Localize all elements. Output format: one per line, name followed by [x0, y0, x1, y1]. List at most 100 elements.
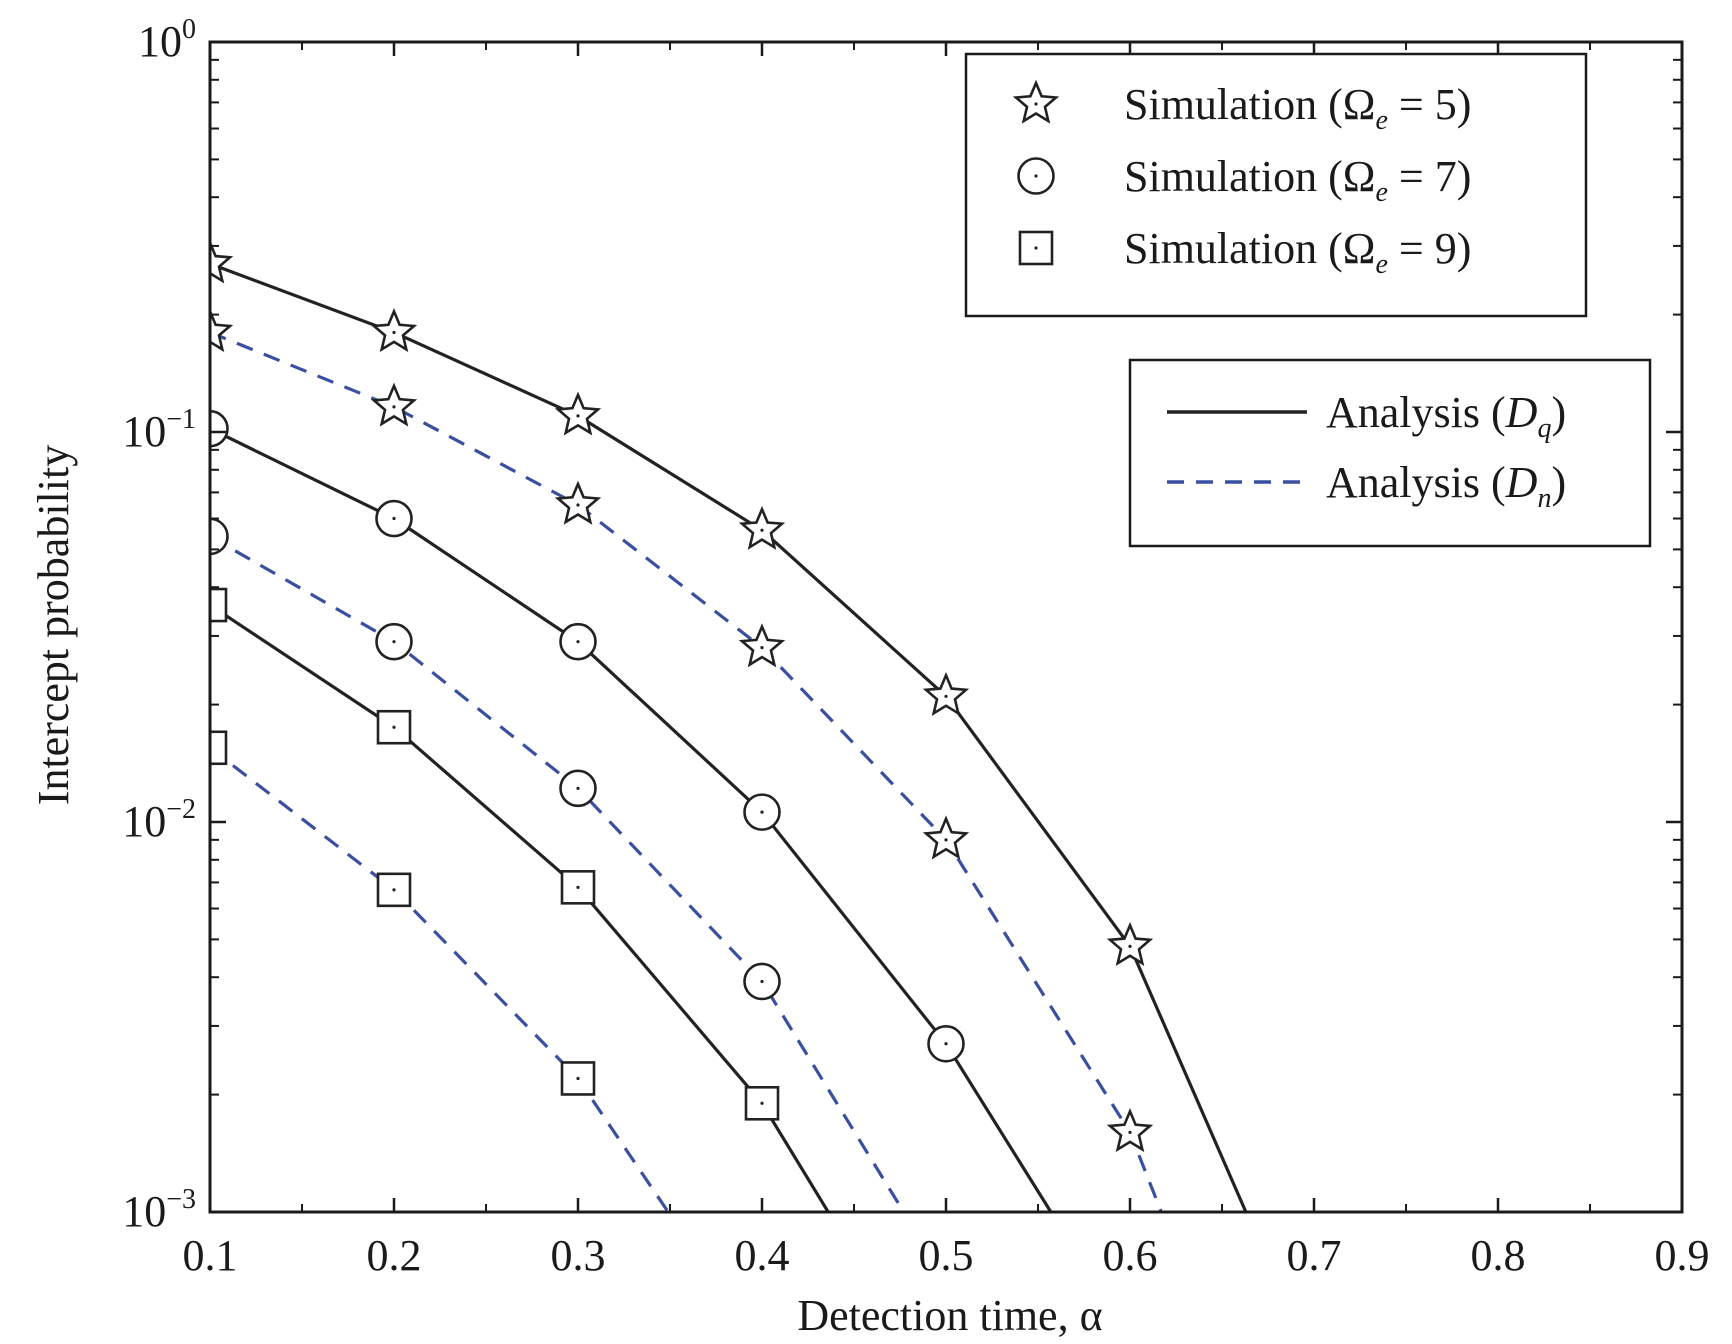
simulation-point-circle [743, 793, 781, 831]
legend-simulation-label: Simulation (Ωe = 9) [1124, 224, 1471, 280]
simulation-point-star [554, 480, 602, 525]
marker-center-dot [1034, 174, 1038, 178]
legend-simulation-label: Simulation (Ωe = 7) [1124, 152, 1471, 208]
simulation-point-star [370, 308, 418, 353]
x-axis-label: Detection time, α [797, 1291, 1102, 1340]
star-marker-shape [738, 505, 786, 550]
marker-center-dot [392, 725, 396, 729]
marker-center-dot [576, 640, 580, 644]
star-marker-shape [210, 308, 234, 353]
simulation-legend-box [964, 52, 1588, 318]
analysis-line-solid-1 [210, 262, 1248, 1212]
marker-center-dot [760, 646, 764, 650]
simulation-point-circle [375, 499, 413, 538]
marker-center-dot [576, 786, 580, 790]
legend-star-marker [1012, 79, 1060, 124]
marker-center-dot [1128, 944, 1132, 948]
analysis-line-dashed-4 [210, 535, 906, 1212]
marker-center-dot [1034, 102, 1038, 106]
analysis-legend-box [1128, 358, 1652, 548]
legend-square-marker [1018, 230, 1054, 266]
star-marker-shape [1106, 921, 1154, 967]
simulation-point-circle [375, 622, 413, 661]
x-tick-label: 0.2 [367, 1231, 422, 1280]
y-tick-label: 10−3 [122, 1184, 196, 1236]
simulation-point-star [922, 815, 970, 860]
axes-layer: 0.1 0.2 0.3 0.4 0.5 0.6 0.7 0.8 0.9 100 10−1 10−2 10… [122, 14, 1709, 1280]
simulation-point-star [1106, 1108, 1154, 1153]
circle-marker-shape [210, 409, 229, 448]
marker-center-dot [576, 503, 580, 507]
star-marker-shape [554, 480, 602, 525]
x-tick-label: 0.3 [551, 1231, 606, 1280]
x-tick-label: 0.6 [1103, 1231, 1158, 1280]
simulation-point-square [744, 1085, 780, 1121]
plot-content [210, 239, 1248, 1212]
simulation-point-star [1106, 921, 1154, 967]
simulation-point-square [376, 872, 412, 908]
marker-center-dot [944, 838, 948, 842]
simulation-point-circle [559, 622, 597, 661]
marker-center-dot [392, 640, 396, 644]
marker-center-dot [760, 810, 764, 814]
star-marker-shape [922, 671, 970, 717]
star-marker-shape [370, 308, 418, 353]
marker-center-dot [392, 888, 396, 892]
marker-center-dot [1128, 1130, 1132, 1134]
star-marker-shape [1012, 79, 1060, 124]
marker-center-dot [944, 1042, 948, 1046]
legend-layer: Simulation (Ωe = 5) Simulation (Ωe = 7) Si… [964, 52, 1652, 548]
legend-analysis-label: Analysis (Dn) [1326, 458, 1566, 514]
square-marker-shape [210, 587, 228, 623]
simulation-point-circle [927, 1024, 965, 1063]
star-marker-shape [370, 382, 418, 427]
marker-center-dot [1034, 246, 1038, 250]
x-tick-label: 0.4 [735, 1231, 790, 1280]
marker-center-dot [760, 528, 764, 532]
simulation-point-star [554, 391, 602, 436]
x-tick-label: 0.7 [1287, 1231, 1342, 1280]
simulation-point-circle [743, 962, 781, 1001]
x-tick-label: 0.5 [919, 1231, 974, 1280]
star-marker-shape [1106, 1108, 1154, 1153]
y-axis-label: Intercept probability [29, 445, 78, 805]
simulation-point-star [738, 623, 786, 668]
simulation-point-square [560, 870, 596, 905]
star-marker-shape [922, 815, 970, 860]
marker-center-dot [576, 885, 580, 889]
simulation-point-star [738, 505, 786, 550]
simulation-point-star [370, 382, 418, 427]
y-tick-label: 10−2 [122, 794, 196, 846]
circle-marker-shape [210, 517, 229, 556]
square-marker-shape [210, 730, 228, 766]
marker-center-dot [576, 414, 580, 418]
y-tick-label: 10−1 [122, 404, 196, 456]
x-tick-label: 0.8 [1471, 1231, 1526, 1280]
star-marker-shape [554, 391, 602, 436]
marker-center-dot [944, 694, 948, 698]
marker-center-dot [760, 1101, 764, 1105]
star-marker-shape [210, 239, 234, 284]
legend-simulation-label: Simulation (Ωe = 5) [1124, 80, 1471, 136]
x-tick-label: 0.9 [1655, 1231, 1710, 1280]
marker-center-dot [760, 979, 764, 984]
y-tick-label: 100 [138, 14, 196, 66]
analysis-line-dashed-2 [210, 330, 1163, 1212]
star-marker-shape [738, 623, 786, 668]
legend-analysis-label: Analysis (Dq) [1326, 388, 1566, 444]
marker-center-dot [392, 330, 396, 335]
simulation-point-square [376, 709, 412, 745]
marker-center-dot [576, 1076, 580, 1081]
legend-circle-marker [1017, 157, 1055, 195]
simulation-point-square [560, 1061, 596, 1096]
marker-center-dot [392, 405, 396, 409]
analysis-line-solid-5 [210, 603, 830, 1212]
simulation-point-star [922, 671, 970, 717]
x-tick-label: 0.1 [183, 1231, 238, 1280]
square-marker-shape [744, 1085, 780, 1121]
analysis-line-solid-3 [210, 427, 1053, 1212]
marker-center-dot [392, 516, 396, 521]
simulation-point-circle [559, 769, 597, 808]
analysis-line-dashed-6 [210, 746, 670, 1212]
